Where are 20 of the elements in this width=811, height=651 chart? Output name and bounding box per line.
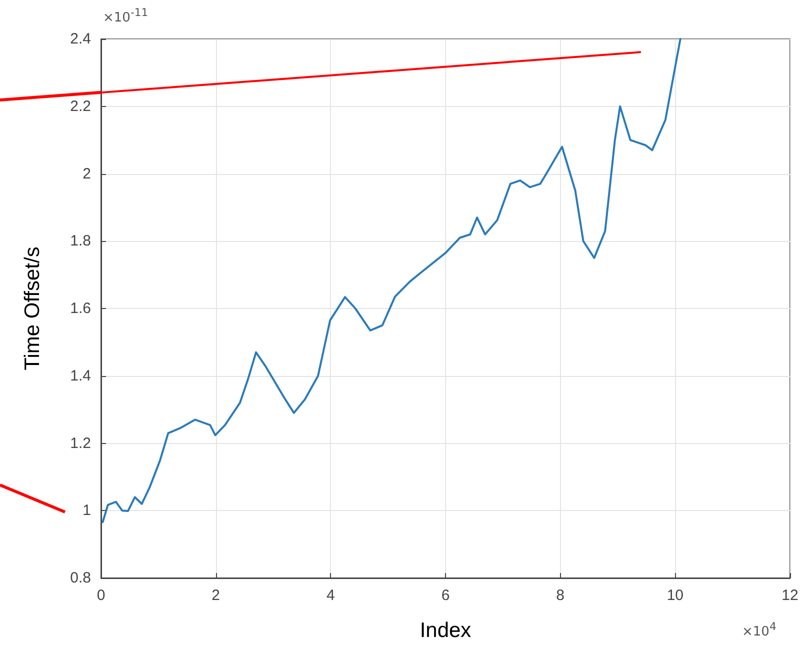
x-tick-label: 8 [556, 587, 565, 604]
y-tick-label: 1.2 [70, 434, 91, 452]
x-tick-label: 4 [326, 587, 335, 604]
x-tick-label: 2 [212, 587, 220, 604]
y-axis-title: Time Offset/s [21, 246, 44, 370]
y-tick-label: 1.8 [70, 232, 91, 250]
x-axis-title: Index [420, 619, 472, 642]
x-tick-label: 0 [96, 587, 106, 604]
y-tick-label: 1.6 [70, 300, 91, 317]
y-tick-label: 0.8 [70, 570, 91, 586]
x-tick-label: 12 [782, 587, 798, 604]
text: ×10$^{4}$ [742, 620, 776, 640]
y-tick-label: 2 [82, 165, 91, 182]
y-tick-label: 1.4 [70, 367, 91, 384]
y-tick-label: 2.2 [70, 98, 91, 115]
x-tick-label: 6 [441, 587, 450, 604]
x-tick-label: 10 [666, 587, 684, 604]
y-tick-label: 1 [82, 502, 91, 520]
y-tick-label: 2.4 [70, 30, 91, 48]
text: ×10$^{-11}$ [103, 6, 148, 26]
